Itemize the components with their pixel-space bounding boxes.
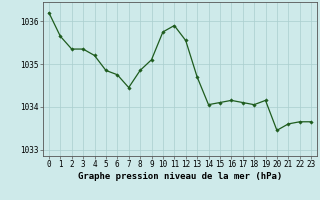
X-axis label: Graphe pression niveau de la mer (hPa): Graphe pression niveau de la mer (hPa) — [78, 172, 282, 181]
